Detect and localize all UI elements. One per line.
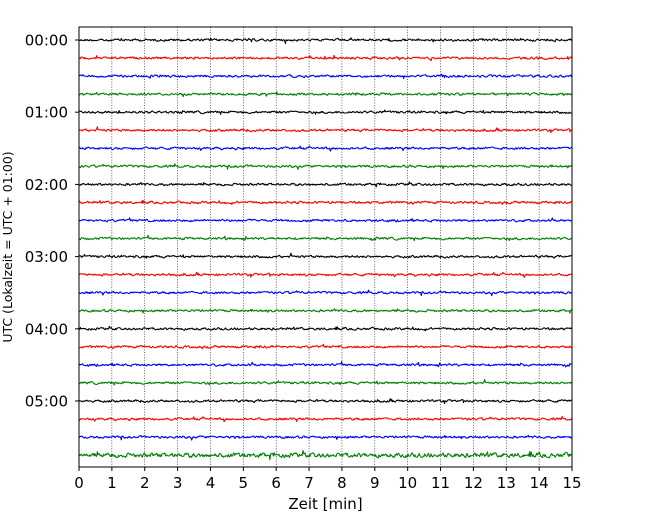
y-axis-label: UTC (Lokalzeit = UTC + 01:00) [0, 151, 15, 342]
trace-0330 [78, 289, 573, 297]
trace-0300 [78, 252, 573, 259]
axes-frame [78, 26, 573, 468]
y-axis: 00:00 01:00 02:00 03:00 04:00 05:00 [25, 32, 79, 411]
x-tick-label: 10 [398, 474, 417, 492]
trace-0515 [78, 415, 573, 423]
trace-0215 [78, 200, 573, 205]
x-tick-label: 11 [431, 474, 450, 492]
x-tick-label: 5 [239, 474, 249, 492]
trace-0200 [78, 181, 573, 188]
x-tick-label: 14 [530, 474, 549, 492]
x-axis-label: Zeit [min] [288, 495, 362, 513]
y-tick-label: 01:00 [25, 104, 68, 122]
x-tick-label: 7 [304, 474, 314, 492]
trace-0430 [78, 361, 573, 368]
y-tick-label: 00:00 [25, 32, 68, 50]
trace-0130 [78, 145, 573, 152]
trace-0100 [78, 109, 573, 115]
y-tick-label: 03:00 [25, 248, 68, 266]
y-tick-label: 05:00 [25, 393, 68, 411]
trace-0500 [78, 398, 573, 404]
trace-0145 [78, 163, 573, 170]
trace-0345 [78, 308, 573, 314]
trace-0445 [78, 378, 573, 386]
trace-0530 [78, 434, 573, 441]
trace-0545 [78, 449, 573, 461]
grid-lines [111, 27, 540, 467]
x-tick-label: 3 [173, 474, 183, 492]
traces [78, 37, 573, 461]
trace-0115 [78, 126, 573, 134]
x-tick-label: 12 [464, 474, 483, 492]
x-tick-label: 15 [562, 474, 581, 492]
y-tick-label: 04:00 [25, 320, 68, 338]
x-tick-label: 6 [271, 474, 281, 492]
y-tick-label: 02:00 [25, 176, 68, 194]
trace-0045 [78, 91, 573, 98]
x-tick-label: 2 [140, 474, 150, 492]
x-tick-label: 8 [337, 474, 347, 492]
trace-0415 [78, 343, 573, 350]
trace-0230 [78, 217, 573, 223]
x-tick-label: 9 [370, 474, 380, 492]
x-tick-label: 1 [107, 474, 117, 492]
trace-0000 [78, 37, 573, 45]
trace-0400 [78, 325, 573, 332]
trace-0015 [78, 54, 573, 62]
trace-0030 [78, 73, 573, 80]
x-tick-label: 4 [206, 474, 216, 492]
trace-0315 [78, 271, 573, 278]
x-tick-label: 13 [497, 474, 516, 492]
trace-0245 [78, 234, 573, 242]
x-tick-label: 0 [74, 474, 84, 492]
x-axis: 0 1 2 3 4 5 6 7 8 9 10 11 12 13 14 15 [74, 467, 582, 492]
